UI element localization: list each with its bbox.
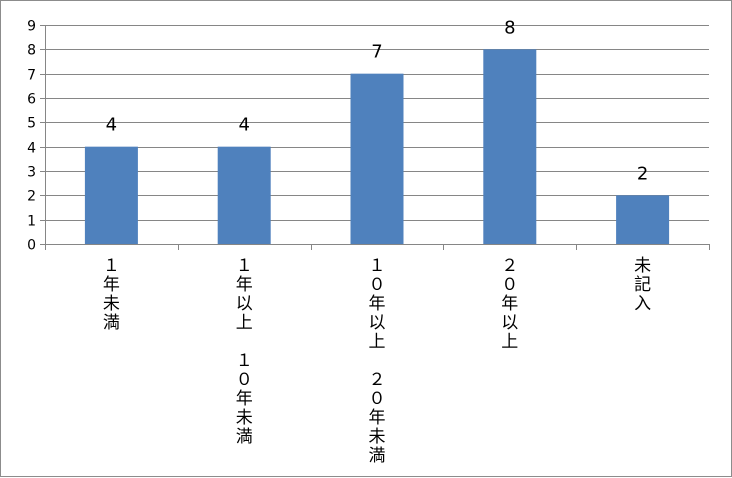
- data-labels: 4 4 7 8 2: [106, 17, 649, 184]
- bar: [483, 49, 537, 245]
- y-tick-label: 6: [27, 92, 36, 108]
- category-label: 未記入: [634, 256, 651, 314]
- category-label: ２０年以上: [501, 256, 518, 352]
- category-label: ２０年未満: [369, 370, 386, 466]
- bar: [217, 146, 271, 244]
- bar: [616, 195, 670, 244]
- category-label: １０年未満: [236, 351, 253, 447]
- data-label: 2: [637, 163, 648, 184]
- bars: [84, 49, 670, 245]
- y-tick-label: 1: [27, 214, 36, 230]
- bar: [84, 146, 138, 244]
- y-tick-label: 5: [27, 116, 36, 132]
- x-axis-labels: １年未満 １年以上 １０年未満 １０年以上 ２０年未満 ２０年以上 未記入: [103, 256, 651, 466]
- category-label: １年未満: [103, 256, 120, 333]
- data-label: 4: [106, 115, 117, 136]
- y-tick-label: 0: [27, 238, 36, 254]
- y-tick-label: 4: [27, 141, 36, 157]
- y-tick-label: 8: [27, 43, 36, 59]
- data-label: 8: [504, 17, 515, 38]
- category-label: １年以上: [236, 256, 253, 333]
- y-tick-label: 7: [27, 68, 36, 84]
- axes: [45, 25, 710, 250]
- category-label: １０年以上: [369, 256, 386, 352]
- y-axis-ticks: 0 1 2 3 4 5 6 7 8 9: [27, 19, 45, 254]
- data-label: 4: [238, 115, 249, 136]
- y-tick-label: 9: [27, 19, 36, 35]
- bar: [350, 73, 404, 245]
- y-tick-label: 2: [27, 189, 36, 205]
- y-tick-label: 3: [27, 165, 36, 181]
- data-label: 7: [371, 42, 382, 63]
